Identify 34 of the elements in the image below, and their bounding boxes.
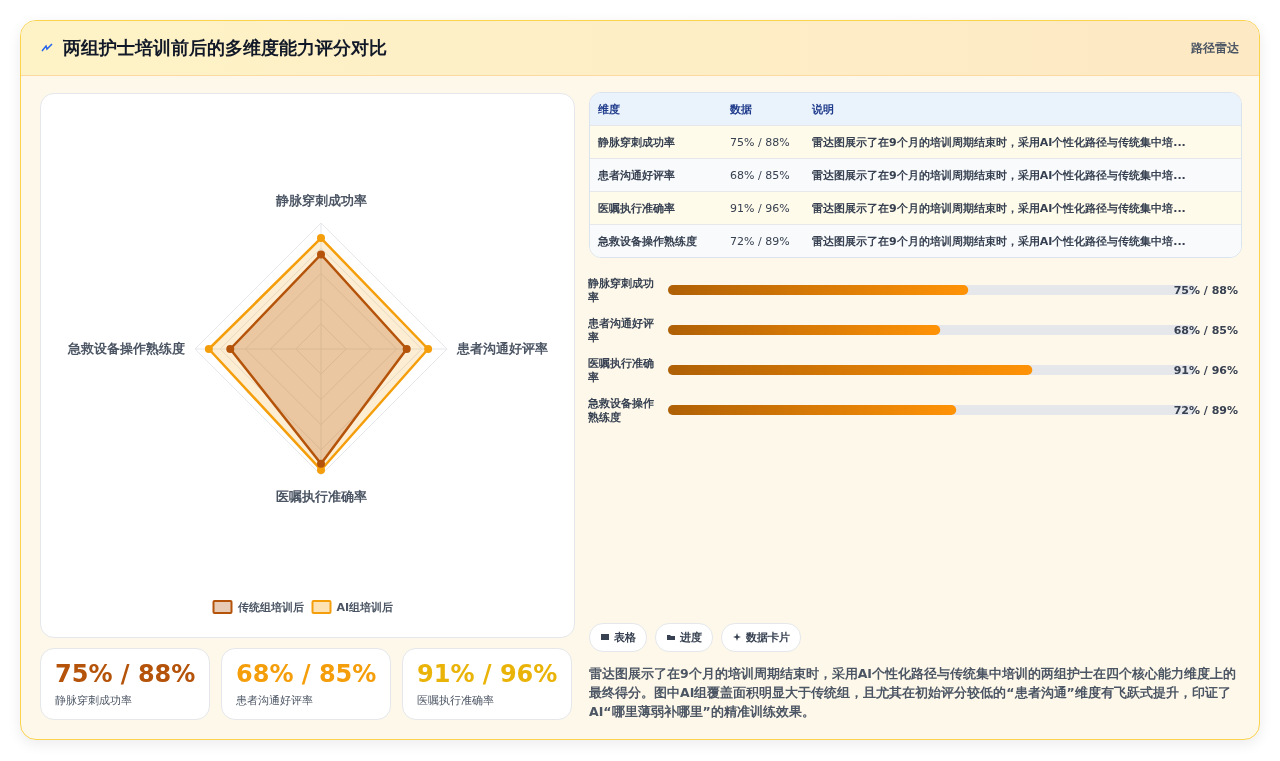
text: 数据卡片 [721, 623, 801, 652]
text: 雷达图展示了在9个月的培训周期结束时，采用AI个性化路径与传统集中培... [804, 125, 1241, 159]
text: 72% / 89% [730, 234, 790, 248]
spoke-label: 患者沟通好评率 [456, 341, 548, 356]
y-tick-label: 患者沟通好评率 [587, 317, 654, 344]
legend-label: AI组培训后 [336, 601, 394, 614]
text: 75% / 88% [55, 660, 196, 688]
data-label: 72% / 89% [1173, 404, 1238, 417]
data-label: 91% / 96% [1173, 364, 1238, 377]
text: 雷达图展示了在9个月的培训周期结束时，采用AI个性化路径与传统集中培训的两组护士在四个核心能力维度上的最终得分。图中AI组覆盖面积明显大于传统组，且尤其在初始评分较低的“患者沟通”维度有飞跃式提升，印证了AI“哪里薄弱补哪里”的精准训练效果。 [589, 665, 1238, 721]
text: 两组护士培训前后的多维度能力评分对比 [63, 36, 387, 60]
text: 表格 [589, 623, 647, 652]
category-label: 患者沟通好评率 [236, 693, 314, 708]
spoke-label: 静脉穿刺成功率 [274, 193, 367, 208]
text: 路径雷达 [1191, 39, 1239, 57]
text: 进度 [655, 623, 713, 652]
data-label: 68% / 85% [1173, 324, 1238, 337]
text: 雷达图展示了在9个月的培训周期结束时，采用AI个性化路径与传统集中培... [804, 158, 1241, 192]
text: 91% / 96% [417, 660, 558, 688]
spoke-label: 医嘱执行准确率 [275, 489, 367, 504]
y-tick-label: 医嘱执行准确率 [587, 357, 654, 384]
spoke-label: 急救设备操作熟练度 [67, 341, 185, 356]
category-label: 医嘱执行准确率 [417, 693, 495, 708]
text: 68% / 85% [730, 168, 790, 182]
text: 雷达图展示了在9个月的培训周期结束时，采用AI个性化路径与传统集中培... [804, 191, 1241, 225]
y-tick-label: 急救设备操作熟练度 [587, 397, 654, 424]
data-label: 75% / 88% [1173, 284, 1238, 297]
text: 68% / 85% [236, 660, 377, 688]
text: 75% / 88% [730, 135, 790, 149]
category-label: 静脉穿刺成功率 [55, 693, 133, 708]
text: 雷达图展示了在9个月的培训周期结束时，采用AI个性化路径与传统集中培... [804, 224, 1241, 257]
legend-label: 传统组培训后 [236, 601, 304, 614]
text: 91% / 96% [730, 201, 790, 215]
y-tick-label: 静脉穿刺成功率 [587, 277, 654, 304]
